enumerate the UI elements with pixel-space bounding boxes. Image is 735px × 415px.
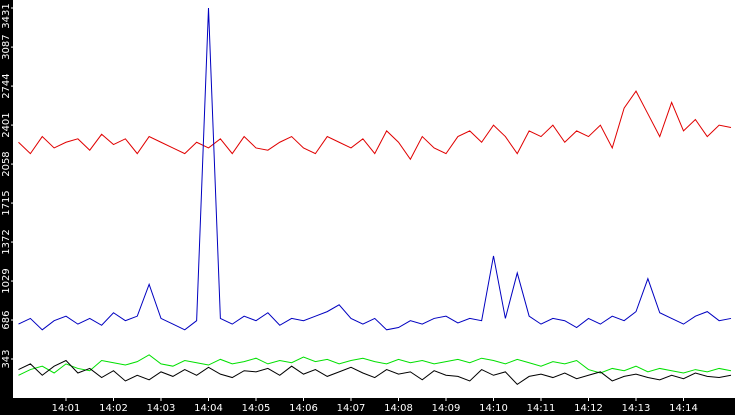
x-tick-label: 14:14	[669, 403, 698, 414]
data-line	[18, 354, 732, 376]
x-tick-label: 14:11	[527, 403, 556, 414]
data-line	[18, 359, 732, 386]
y-tick-label: 343	[1, 349, 12, 368]
y-tick-label: 3087	[1, 34, 12, 59]
y-tick-label: 1715	[1, 190, 12, 215]
x-axis-strip	[0, 398, 735, 415]
data-line	[18, 90, 732, 161]
y-tick-label: 2401	[1, 112, 12, 137]
y-tick-label: 1029	[1, 268, 12, 293]
x-tick-label: 14:03	[147, 403, 176, 414]
x-tick-label: 14:01	[52, 403, 81, 414]
x-tick-label: 14:02	[99, 403, 128, 414]
x-tick-label: 14:05	[242, 403, 271, 414]
x-tick-label: 14:09	[432, 403, 461, 414]
data-line	[18, 7, 732, 331]
x-tick-label: 14:06	[289, 403, 318, 414]
y-tick-label: 2744	[1, 73, 12, 98]
x-tick-label: 14:07	[337, 403, 366, 414]
y-tick-label: 2058	[1, 151, 12, 176]
y-tick-label: 1372	[1, 229, 12, 254]
y-axis-strip	[0, 0, 13, 415]
x-tick-label: 14:04	[194, 403, 223, 414]
x-tick-label: 14:13	[622, 403, 651, 414]
x-tick-label: 14:10	[479, 403, 508, 414]
y-tick-label: 686	[1, 310, 12, 329]
x-tick-label: 14:12	[574, 403, 603, 414]
y-tick-label: 3431	[1, 3, 12, 28]
x-tick-label: 14:08	[384, 403, 413, 414]
